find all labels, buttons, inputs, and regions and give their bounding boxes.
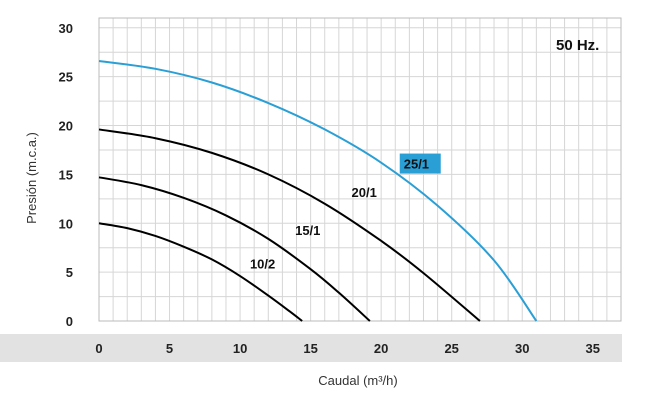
curve-10-2 <box>98 222 303 322</box>
curve-label: 15/1 <box>295 223 320 238</box>
curve-label: 10/2 <box>250 256 275 271</box>
y-tick-label: 25 <box>59 70 73 85</box>
plot-frame <box>98 17 622 322</box>
curve-labels: 10/2 15/1 20/1 25/1 <box>250 153 441 271</box>
y-tick-label: 5 <box>66 265 73 280</box>
x-tick-label: 20 <box>374 341 388 356</box>
x-axis-label: Caudal (m³/h) <box>318 373 397 388</box>
curve-25-1 <box>98 60 538 322</box>
y-tick-label: 0 <box>66 314 73 329</box>
y-tick-label: 30 <box>59 21 73 36</box>
y-axis-label: Presión (m.c.a.) <box>24 132 39 224</box>
curves <box>98 60 538 322</box>
x-tick-labels: 0 5 10 15 20 25 30 35 <box>95 341 600 356</box>
x-tick-label: 10 <box>233 341 247 356</box>
x-tick-label: 0 <box>95 341 102 356</box>
grid <box>99 18 621 321</box>
y-tick-label: 20 <box>59 119 73 134</box>
frequency-annotation: 50 Hz. <box>556 37 599 54</box>
curve-label: 20/1 <box>352 185 377 200</box>
x-tick-label: 30 <box>515 341 529 356</box>
x-tick-label: 15 <box>303 341 317 356</box>
x-tick-label: 5 <box>166 341 173 356</box>
curve-label-box <box>399 153 441 174</box>
y-tick-labels: 0 5 10 15 20 25 30 <box>59 21 73 329</box>
x-axis-band <box>0 334 622 362</box>
x-tick-label: 25 <box>444 341 458 356</box>
curve-20-1 <box>98 128 481 322</box>
x-tick-label: 35 <box>586 341 600 356</box>
y-tick-label: 15 <box>59 167 73 182</box>
curve-label: 25/1 <box>404 157 429 172</box>
curve-15-1 <box>98 176 371 322</box>
y-tick-label: 10 <box>59 216 73 231</box>
